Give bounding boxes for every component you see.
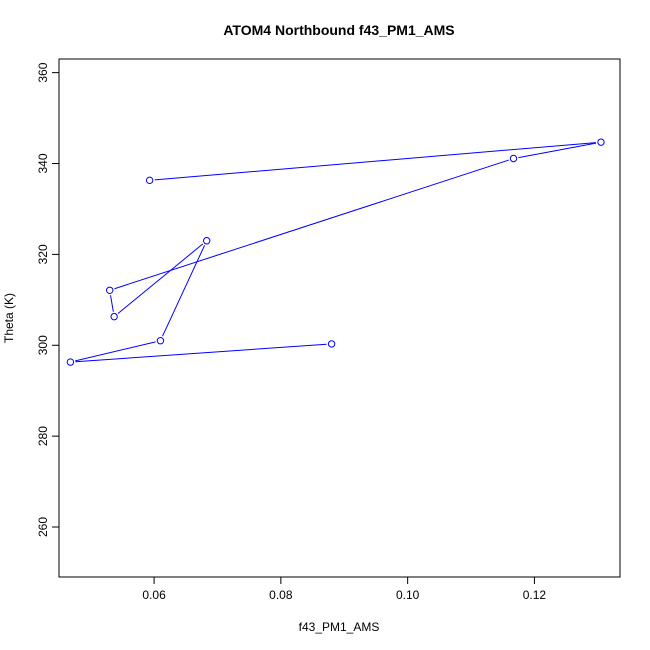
data-point: [106, 286, 114, 294]
y-tick-label: 280: [36, 426, 50, 446]
x-tick-label: 0.08: [269, 588, 293, 602]
y-axis-label: Theta (K): [2, 293, 16, 343]
y-tick-label: 340: [36, 153, 50, 173]
series-segment: [110, 295, 114, 312]
x-tick-label: 0.10: [396, 588, 420, 602]
y-axis: 260 280 300 320 340 360: [36, 62, 59, 537]
data-point: [202, 237, 211, 245]
series-segment: [162, 245, 206, 337]
data-point: [156, 337, 165, 345]
plot-frame: [58, 58, 621, 578]
series-segment: [75, 343, 327, 363]
x-axis: 0.06 0.08 0.10 0.12: [142, 577, 546, 602]
series-segment: [117, 243, 204, 314]
series-segment: [154, 142, 597, 181]
data-series: [66, 138, 605, 366]
y-tick-label: 320: [36, 244, 50, 264]
series-segment: [114, 159, 509, 290]
series-segment: [518, 142, 597, 159]
series-segment: [75, 341, 156, 362]
data-point: [110, 312, 118, 321]
data-point: [66, 358, 75, 366]
x-tick-label: 0.12: [523, 588, 547, 602]
data-point: [145, 176, 154, 185]
data-point: [509, 154, 518, 163]
y-tick-label: 360: [36, 62, 50, 82]
y-tick-label: 260: [36, 517, 50, 537]
y-tick-label: 300: [36, 335, 50, 355]
data-point: [327, 340, 336, 348]
chart-title: ATOM4 Northbound f43_PM1_AMS: [223, 22, 454, 38]
x-axis-label: f43_PM1_AMS: [299, 620, 380, 634]
x-tick-label: 0.06: [142, 588, 166, 602]
data-point: [597, 138, 605, 146]
